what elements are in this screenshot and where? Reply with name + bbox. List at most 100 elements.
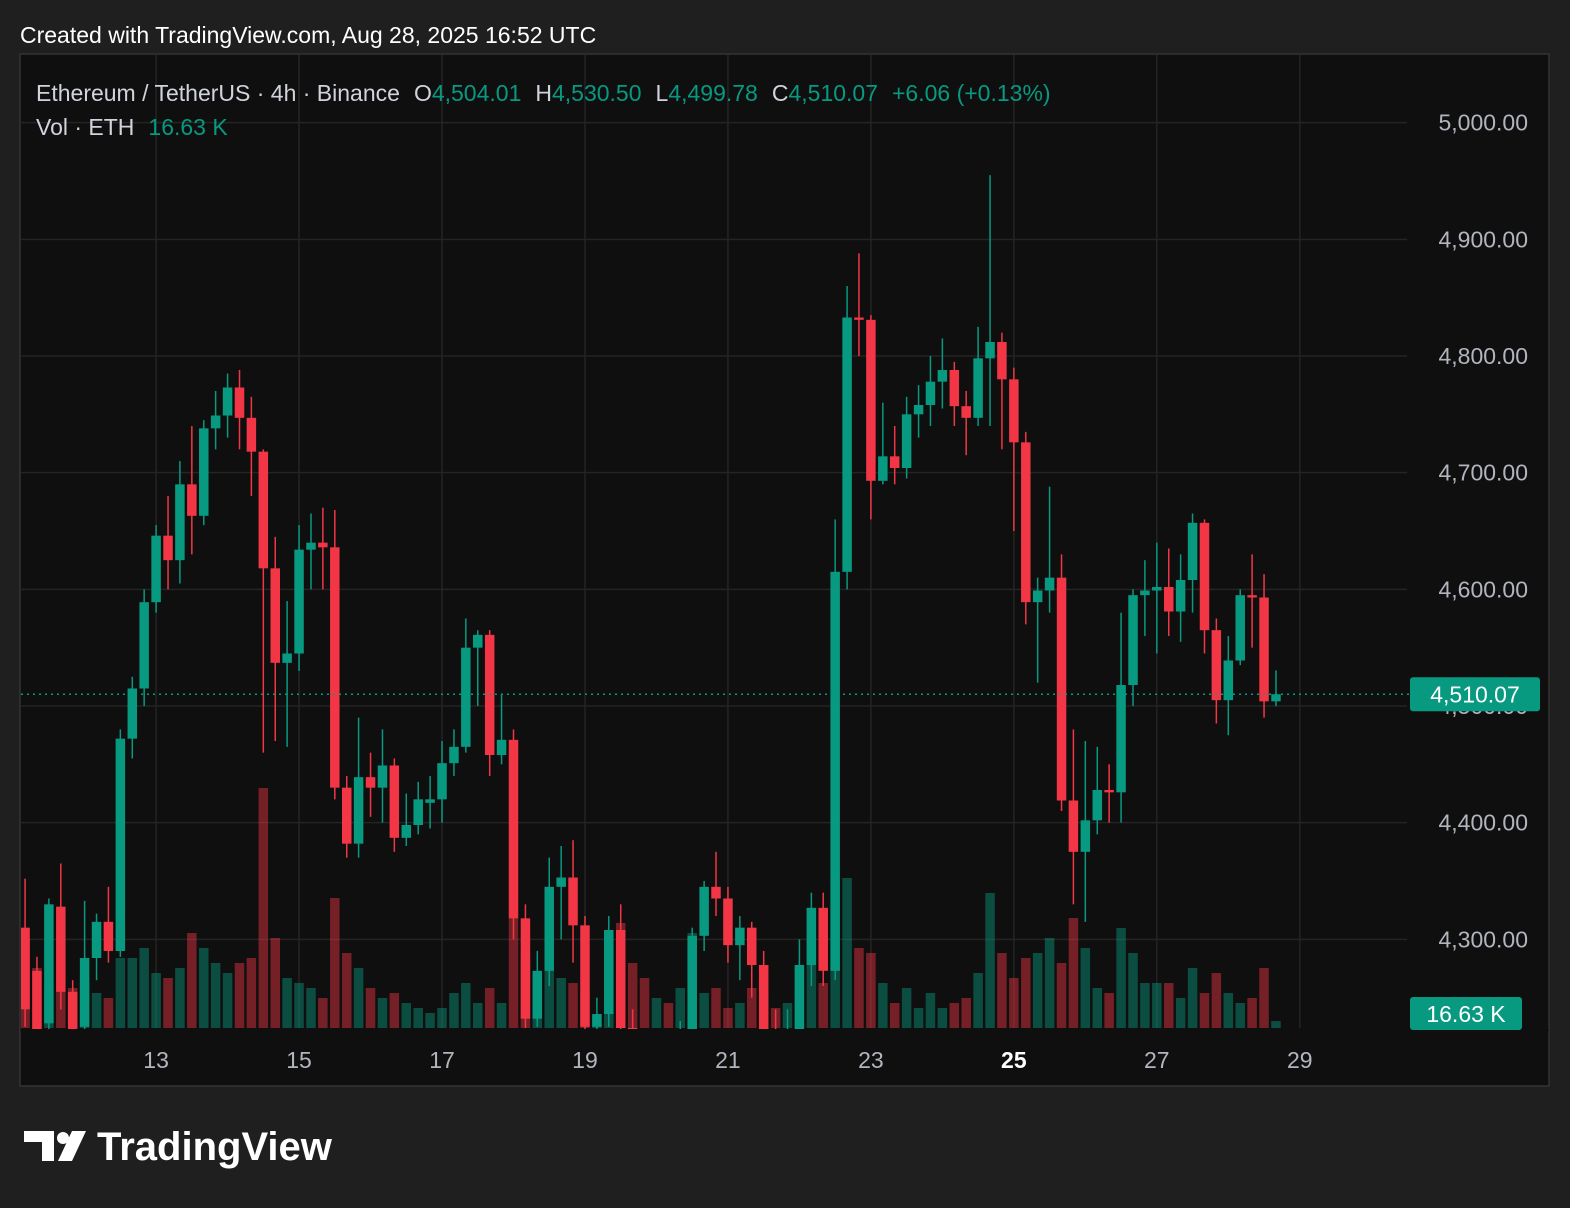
candle-body: [330, 547, 340, 788]
candle-body: [687, 935, 697, 1029]
volume-bar: [353, 968, 364, 1028]
volume-bar: [866, 953, 876, 1028]
ohlc: O4,504.01 H4,530.50 L4,499.78 C4,510.07: [400, 80, 878, 107]
candle-body: [1199, 522, 1210, 631]
volume-bar: [878, 983, 888, 1028]
volume-bar: [544, 968, 554, 1028]
volume-label: Vol · ETH: [36, 113, 135, 140]
candle-body: [985, 342, 995, 359]
volume-bar: [1199, 993, 1210, 1028]
candle-body: [234, 387, 245, 418]
volume-bar: [1068, 918, 1079, 1028]
candle-body: [1056, 577, 1067, 801]
candle-body: [21, 927, 30, 1010]
last-price-label: 4,510.07: [1430, 681, 1520, 707]
x-tick-label: 15: [286, 1047, 312, 1073]
candle-body: [1128, 595, 1138, 685]
candle-body: [282, 653, 292, 663]
candle-body: [925, 381, 936, 405]
candle-body: [901, 414, 912, 468]
y-tick-label: 4,600.00: [1438, 576, 1528, 602]
candle-body: [1092, 790, 1103, 821]
volume-bar: [973, 973, 983, 1028]
x-tick-label: 23: [858, 1047, 884, 1073]
volume-bar: [1056, 963, 1067, 1028]
volume-bar: [484, 988, 495, 1028]
volume-bar: [127, 958, 138, 1028]
volume-bar: [222, 973, 233, 1028]
ohlc-key: H: [535, 79, 552, 106]
candle-body: [746, 927, 757, 965]
last-volume-label: 16.63 K: [1426, 1001, 1506, 1027]
volume-bar: [627, 963, 638, 1028]
candle-body: [44, 904, 54, 1024]
candle-body: [913, 405, 924, 415]
candle-body: [878, 456, 888, 481]
y-tick-label: 4,700.00: [1438, 460, 1528, 486]
volume-bar: [437, 1008, 447, 1028]
candle-body: [937, 370, 948, 382]
candle-body: [592, 1014, 602, 1027]
candle-body: [532, 970, 543, 1019]
candle-body: [1140, 590, 1150, 596]
volume-bar: [1211, 973, 1222, 1028]
candle-body: [401, 825, 412, 838]
volume-bar: [985, 893, 995, 1028]
volume-bar: [735, 1003, 745, 1028]
candle-body: [889, 456, 900, 468]
volume-value: 16.63 K: [148, 113, 228, 140]
legend: Ethereum / TetherUS · 4h · Binance O4,50…: [36, 76, 1051, 144]
legend-row: Vol · ETH 16.63 K: [36, 110, 1051, 144]
volume-bar: [306, 988, 316, 1028]
y-tick-label: 5,000.00: [1438, 110, 1528, 136]
candle-body: [1187, 522, 1198, 580]
candle-body: [175, 484, 185, 561]
volume-bar: [258, 788, 269, 1028]
change: +6.06 (+0.13%): [892, 79, 1051, 106]
axes: 4,300.004,400.004,500.004,600.004,700.00…: [20, 110, 1549, 1073]
candle-body: [830, 571, 840, 971]
last-price-badge: [1410, 677, 1540, 712]
volume-bar: [1152, 983, 1162, 1028]
candle-body: [949, 370, 960, 407]
candle-body: [258, 451, 269, 569]
volume-bar: [842, 878, 852, 1028]
candle-body: [210, 415, 221, 429]
candle-body: [794, 965, 805, 1029]
candle-body: [67, 991, 78, 1029]
candle-body: [556, 877, 566, 887]
logo-icon: [58, 1131, 86, 1161]
candle-body: [115, 738, 126, 951]
volume-bar: [175, 968, 185, 1028]
candle-body: [413, 799, 423, 825]
volume-bar: [246, 958, 257, 1028]
candle-body: [1009, 379, 1019, 443]
volume-bar: [294, 983, 304, 1028]
y-tick-label: 4,900.00: [1438, 226, 1528, 252]
y-tick-label: 4,800.00: [1438, 343, 1528, 369]
ohlc-value: 4,499.78: [668, 79, 758, 106]
x-tick-label: 27: [1144, 1047, 1170, 1073]
candle-body: [842, 317, 852, 572]
volume-bar: [997, 953, 1007, 1028]
volume-bar: [699, 993, 709, 1028]
candle-body: [1175, 580, 1186, 612]
candle-body: [615, 930, 626, 1028]
candle-body: [580, 925, 590, 1027]
volume-bar: [210, 963, 221, 1028]
volume-bar: [282, 978, 292, 1028]
ohlc-key: C: [771, 79, 789, 106]
candle-body: [377, 765, 388, 788]
volume-bar: [1259, 968, 1269, 1028]
volume-bar: [1128, 953, 1138, 1028]
volume-bar: [163, 978, 173, 1028]
candle-body: [1271, 694, 1281, 702]
x-tick-label: 17: [429, 1047, 455, 1073]
y-tick-label: 4,400.00: [1438, 810, 1528, 836]
y-tick-label: 4,300.00: [1438, 926, 1528, 952]
candle-body: [496, 739, 507, 755]
volume-bar: [568, 983, 578, 1028]
volume-bar: [377, 998, 388, 1028]
candle-body: [1235, 595, 1245, 661]
grid: [21, 55, 1407, 1028]
